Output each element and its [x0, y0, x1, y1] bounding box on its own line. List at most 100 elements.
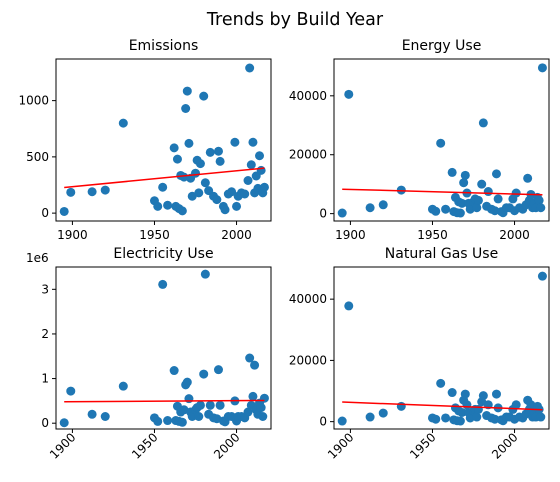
data-point — [184, 394, 194, 404]
y-tick-label: 40000 — [289, 89, 327, 103]
data-point — [537, 63, 547, 73]
y-tick-label: 0 — [41, 416, 49, 430]
data-point — [177, 417, 187, 427]
data-point — [227, 187, 237, 197]
data-point — [473, 195, 483, 205]
data-point — [181, 104, 191, 113]
data-point — [462, 400, 472, 410]
data-point — [194, 412, 204, 422]
data-point — [199, 91, 209, 101]
data-point — [491, 389, 501, 399]
data-point — [100, 185, 110, 195]
data-point — [205, 400, 215, 410]
data-point — [200, 178, 210, 188]
x-tick-label: 1950 — [407, 430, 438, 461]
data-point — [490, 414, 500, 424]
trend-line — [64, 399, 265, 403]
data-point — [215, 156, 225, 166]
subplot-title: Energy Use — [402, 38, 482, 54]
x-tick-label: 2000 — [221, 228, 252, 242]
data-point — [460, 170, 470, 180]
data-point — [153, 201, 163, 211]
y-tick-label: 3 — [41, 282, 49, 296]
trend-line — [64, 167, 265, 189]
data-point — [472, 203, 482, 213]
data-point — [246, 160, 256, 170]
data-point — [483, 187, 493, 197]
x-tick-label: 1950 — [417, 228, 448, 242]
subplot-1: Emissions 0 500 1000 1900 1950 2000 — [18, 38, 272, 242]
data-point — [491, 169, 501, 179]
data-point — [344, 89, 354, 99]
data-point — [478, 118, 488, 128]
x-tick-label: 1900 — [47, 430, 78, 461]
trend-line — [342, 401, 543, 411]
data-point — [66, 386, 76, 396]
data-point — [182, 86, 192, 96]
y-tick-label: 0 — [319, 207, 327, 221]
data-point — [87, 187, 97, 197]
data-point — [536, 203, 546, 213]
data-point — [537, 271, 547, 281]
data-point — [195, 400, 205, 410]
data-point — [534, 195, 544, 205]
subplot-3: Electricity Use 0 1 2 3 1900 1950 2000 1e6 — [26, 246, 272, 462]
data-point — [258, 412, 268, 422]
data-point — [177, 206, 187, 216]
data-point — [243, 407, 253, 417]
y-tick-label: 2 — [41, 327, 49, 341]
data-point — [212, 195, 222, 205]
trend-line — [342, 188, 543, 196]
data-point — [245, 353, 255, 363]
data-point — [182, 377, 192, 387]
y-tick-label: 1000 — [18, 94, 49, 108]
data-point — [169, 143, 179, 153]
data-point — [163, 416, 173, 426]
data-point — [378, 408, 388, 418]
data-point — [447, 167, 457, 177]
data-point — [523, 173, 533, 183]
y-axis-multiplier: 1e6 — [26, 251, 49, 265]
data-point — [213, 146, 223, 156]
data-point — [396, 401, 406, 411]
data-point — [455, 208, 465, 218]
data-point — [337, 416, 347, 426]
data-point — [248, 137, 258, 147]
data-point — [365, 412, 375, 422]
axes-frame — [333, 58, 550, 222]
data-point — [118, 381, 128, 391]
data-point — [473, 404, 483, 414]
data-point — [536, 412, 546, 422]
x-tick-label: 1900 — [325, 430, 356, 461]
data-point — [457, 407, 467, 417]
y-tick-label: 0 — [41, 206, 49, 220]
data-point — [255, 151, 265, 161]
data-point — [477, 179, 487, 189]
data-point — [441, 204, 451, 214]
data-point — [100, 412, 110, 422]
figure-title: Trends by Build Year — [206, 10, 384, 30]
data-point — [431, 414, 441, 424]
data-point — [511, 188, 521, 198]
subplot-title: Electricity Use — [113, 246, 213, 262]
data-point — [472, 412, 482, 422]
data-point — [259, 182, 269, 192]
data-point — [493, 194, 503, 204]
subplot-title: Natural Gas Use — [385, 246, 498, 262]
data-point — [243, 176, 253, 185]
data-point — [118, 118, 128, 128]
data-point — [158, 279, 168, 289]
x-tick-label: 2000 — [499, 228, 530, 242]
y-tick-label: 500 — [26, 150, 49, 164]
axes-frame — [333, 266, 550, 430]
data-point — [465, 413, 475, 423]
data-point — [250, 360, 260, 370]
data-point — [455, 416, 465, 426]
axes-frame — [55, 58, 272, 222]
data-point — [459, 178, 469, 188]
data-point — [232, 201, 242, 211]
data-point — [457, 198, 467, 208]
data-point — [344, 301, 354, 311]
data-point — [337, 208, 347, 218]
x-tick-label: 1900 — [335, 228, 366, 242]
